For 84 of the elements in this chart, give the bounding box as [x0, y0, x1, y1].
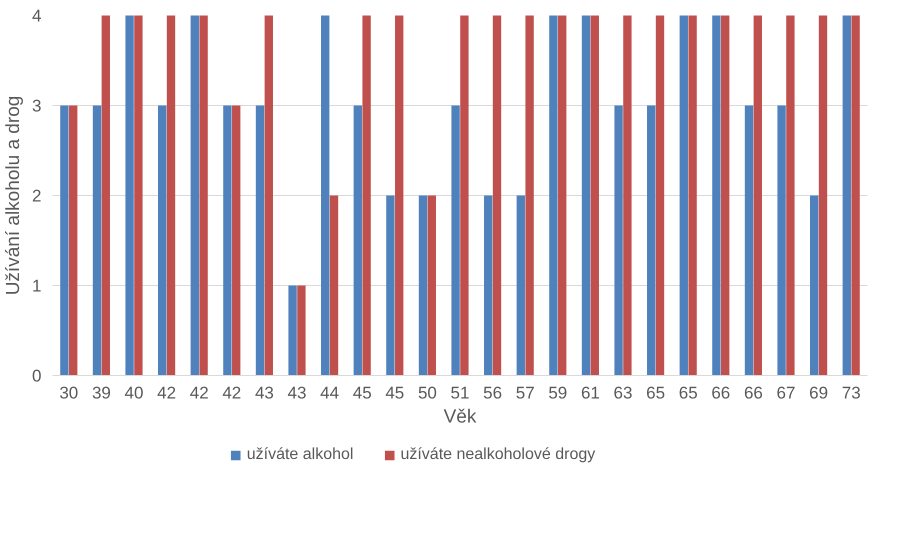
bar [460, 16, 469, 376]
bar [558, 16, 566, 376]
y-tick-label: 1 [32, 276, 42, 296]
y-axis-title: Užívání alkoholu a drog [3, 96, 24, 296]
x-tick-label: 42 [190, 384, 209, 402]
x-tick-label: 45 [352, 384, 372, 402]
bar [614, 106, 623, 376]
x-tick-label: 30 [59, 384, 78, 402]
bar [330, 196, 338, 376]
bar [525, 16, 534, 376]
bar [60, 106, 69, 376]
bar [232, 106, 240, 376]
bar [354, 106, 362, 376]
bar [818, 16, 828, 376]
bar [256, 106, 264, 376]
bar [656, 16, 664, 376]
x-tick-label: 69 [809, 384, 828, 402]
x-axis-title: Věk [444, 406, 477, 428]
bar [810, 196, 818, 376]
x-tick-label: 43 [288, 384, 306, 402]
x-tick-label: 56 [483, 384, 502, 402]
bar [223, 106, 232, 376]
bar [158, 106, 166, 376]
y-tick-label: 2 [32, 186, 42, 206]
bar [549, 16, 558, 376]
bar [647, 106, 656, 376]
bar [69, 106, 78, 376]
x-tick-label: 39 [92, 384, 111, 402]
x-tick-label: 73 [842, 384, 861, 402]
bar [516, 196, 525, 376]
legend-label: užíváte nealkoholové drogy [400, 446, 596, 464]
bar [418, 196, 428, 376]
bar [777, 106, 786, 376]
x-tick-label: 63 [614, 384, 632, 402]
x-tick-label: 42 [222, 384, 242, 402]
bar [484, 196, 492, 376]
x-tick-label: 45 [385, 384, 404, 402]
bar [623, 16, 632, 376]
bar [166, 16, 176, 376]
bar [395, 16, 404, 376]
bar [492, 16, 502, 376]
bar [851, 16, 860, 376]
y-tick-label: 4 [32, 6, 42, 26]
bar [125, 16, 134, 376]
bar [582, 16, 590, 376]
y-tick-label: 0 [32, 366, 42, 386]
x-tick-label: 51 [450, 384, 470, 402]
x-tick-label: 66 [711, 384, 730, 402]
bar [297, 286, 306, 376]
bar [721, 16, 730, 376]
bar [199, 16, 208, 376]
x-tick-label: 43 [254, 384, 274, 402]
y-tick-label: 3 [32, 96, 42, 116]
bar [428, 196, 436, 376]
bar [321, 16, 330, 376]
x-tick-label: 65 [646, 384, 666, 402]
x-tick-label: 65 [678, 384, 698, 402]
bar [754, 16, 762, 376]
bar [190, 16, 199, 376]
bar [451, 106, 460, 376]
x-tick-label: 40 [124, 384, 144, 402]
bar [92, 106, 102, 376]
x-tick-label: 44 [320, 384, 340, 402]
bar [264, 16, 273, 376]
x-tick-label: 66 [744, 384, 763, 402]
bar [134, 16, 143, 376]
x-tick-label: 50 [418, 384, 437, 402]
bar [712, 16, 721, 376]
bar [288, 286, 297, 376]
bar [688, 16, 697, 376]
x-tick-label: 57 [516, 384, 535, 402]
bar [786, 16, 795, 376]
legend-label: užíváte alkohol [246, 446, 354, 464]
bar [102, 16, 110, 376]
bar [680, 16, 688, 376]
bar [744, 106, 754, 376]
bar [362, 16, 371, 376]
x-tick-label: 61 [580, 384, 600, 402]
bar [842, 16, 851, 376]
x-tick-label: 42 [157, 384, 176, 402]
x-tick-label: 67 [776, 384, 796, 402]
bar [386, 196, 395, 376]
bar [590, 16, 599, 376]
x-tick-label: 59 [548, 384, 568, 402]
